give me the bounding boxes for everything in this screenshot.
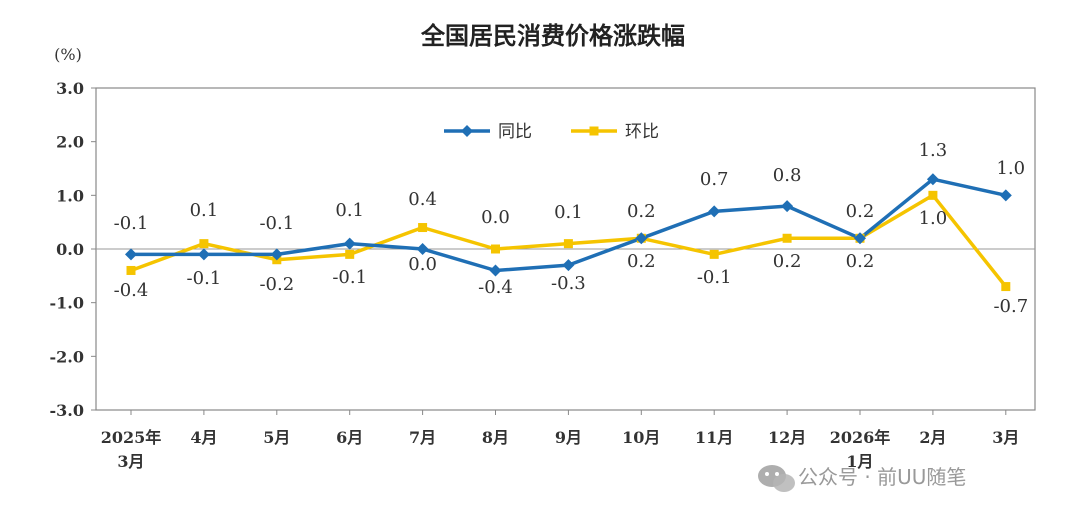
data-label: -0.1 [332,267,367,288]
data-label: -0.1 [114,213,149,234]
x-tick-label: 2026年 [830,428,891,447]
y-tick-label: 2.0 [56,133,84,152]
x-tick-label: 8月 [482,428,509,447]
y-tick-label: 1.0 [56,186,84,205]
watermark: 公众号 · 前UU随笔 [758,465,966,492]
data-label: 0.0 [408,254,437,275]
mom-point [928,190,938,200]
data-label: 0.0 [481,207,510,228]
x-tick-label: 3月 [117,452,144,471]
yoy-point [854,232,866,245]
mom-point [345,249,355,259]
yoy-point [562,259,575,272]
wechat-icon [758,465,795,492]
data-label: -0.4 [114,280,149,301]
data-label: -0.7 [993,296,1028,317]
data-label: 0.7 [700,169,729,190]
mom-point [709,249,719,259]
x-tick-label: 2025年 [101,428,162,447]
yoy-point [708,205,721,218]
legend-label: 同比 [498,122,532,142]
x-tick-label: 2月 [919,428,946,447]
series-layer [125,173,1012,292]
data-label: 0.2 [846,201,875,222]
legend-marker [589,126,599,136]
data-label: 0.1 [190,200,219,221]
data-label: 1.0 [996,158,1025,179]
yoy-point [416,243,429,255]
yoy-point [926,173,939,186]
yoy-point [781,200,794,213]
mom-point [199,239,209,249]
x-tick-label: 6月 [336,428,363,447]
data-label: -0.1 [259,213,294,234]
x-tick-label: 4月 [190,428,217,447]
x-tick-label: 9月 [555,428,582,447]
data-label: 0.4 [408,189,437,210]
legend: 同比 环比 [444,122,659,142]
data-label: -0.4 [478,277,513,298]
mom-point [418,223,428,233]
mom-point [1001,282,1011,292]
yoy-point [999,189,1012,202]
data-label: 0.2 [627,201,656,222]
y-tick-label: 3.0 [56,79,84,98]
yoy-point [197,248,210,261]
y-axis: 3.0 2.0 1.0 0.0 -1.0 -2.0 -3.0 [50,79,1035,420]
data-label: 0.2 [846,251,875,272]
data-label: 0.2 [627,251,656,272]
y-tick-label: -2.0 [50,347,84,366]
data-label: 1.3 [919,140,948,161]
y-tick-label: 0.0 [56,240,84,259]
data-label: -0.1 [697,267,732,288]
x-tick-label: 1月 [846,452,873,471]
mom-point [126,265,136,275]
data-label: 0.2 [773,251,802,272]
x-axis: 2025年 3月 4月 5月 6月 7月 8月 9月 10月 11月 12月 2026年 1月 2月 3月 [101,410,1019,471]
data-label: 0.8 [773,165,802,186]
data-label: -0.3 [551,273,586,294]
watermark-text: 公众号 · 前UU随笔 [798,465,966,489]
yoy-point [270,248,283,261]
data-label: -0.2 [259,274,294,295]
yoy-point [489,264,502,277]
legend-marker [461,125,473,137]
legend-label: 环比 [625,122,659,142]
x-tick-label: 7月 [409,428,436,447]
yoy-point [125,248,137,261]
yoy-point [635,232,648,245]
x-tick-label: 11月 [695,428,733,447]
y-axis-unit: (%) [54,45,82,64]
mom-point [782,233,792,243]
mom-point [563,239,573,249]
x-tick-label: 3月 [992,428,1019,447]
data-labels: -0.1 -0.4 0.1 -0.1 -0.1 -0.2 0.1 -0.1 0.4 0.0 0.0 -… [114,140,1029,317]
x-tick-label: 12月 [768,428,806,447]
data-label: -0.1 [187,268,222,289]
data-label: 1.0 [919,208,948,229]
yoy-point [343,237,356,250]
y-tick-label: -1.0 [50,294,84,313]
data-label: 0.1 [554,202,583,223]
chart-title: 全国居民消费价格涨跌幅 [420,22,685,50]
x-tick-label: 10月 [622,428,660,447]
y-tick-label: -3.0 [50,401,84,420]
data-label: 0.1 [335,200,364,221]
mom-point [491,244,500,254]
x-tick-label: 5月 [263,428,290,447]
